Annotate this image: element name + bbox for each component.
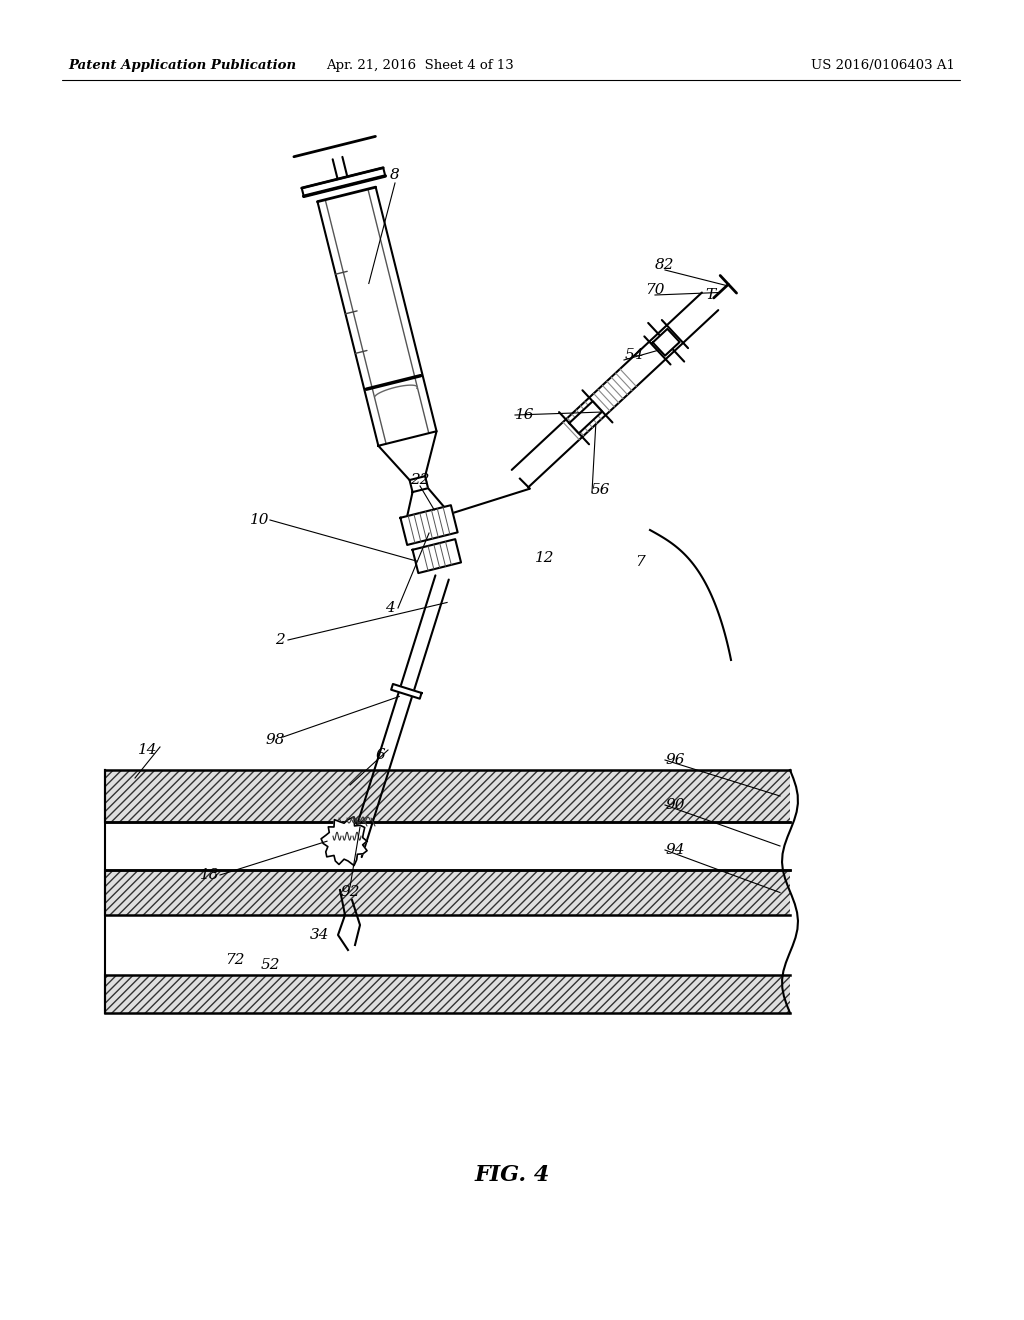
Text: 70: 70 [645,282,665,297]
Text: FIG. 4: FIG. 4 [474,1164,550,1185]
Polygon shape [569,401,602,433]
Polygon shape [391,684,422,698]
Polygon shape [406,488,449,523]
Text: 4: 4 [385,601,395,615]
Text: Apr. 21, 2016  Sheet 4 of 13: Apr. 21, 2016 Sheet 4 of 13 [326,59,514,73]
Text: 10: 10 [250,513,269,527]
Text: 34: 34 [310,928,330,942]
Polygon shape [400,506,458,545]
Text: 22: 22 [411,473,430,487]
Bar [105,870,790,915]
Text: 72: 72 [225,953,245,968]
Text: 92: 92 [340,884,359,899]
Text: 82: 82 [655,257,675,272]
Text: 98: 98 [265,733,285,747]
Text: Patent Application Publication: Patent Application Publication [68,59,296,73]
Bar [105,770,790,822]
Text: 12: 12 [536,550,555,565]
Text: 6: 6 [375,748,385,762]
Text: 18: 18 [201,869,220,882]
Text: 52: 52 [260,958,280,972]
Text: 94: 94 [666,843,685,857]
Text: 16: 16 [515,408,535,422]
Text: 14: 14 [138,743,158,756]
Polygon shape [378,432,436,480]
Text: 7: 7 [635,554,645,569]
Polygon shape [105,822,790,870]
Text: US 2016/0106403 A1: US 2016/0106403 A1 [811,59,955,73]
Text: T: T [705,288,715,302]
Text: 90: 90 [666,799,685,812]
Text: 2: 2 [275,634,285,647]
Text: 96: 96 [666,752,685,767]
Text: 8: 8 [390,168,400,182]
Text: 54: 54 [625,348,644,362]
Polygon shape [302,168,385,197]
Polygon shape [413,539,461,573]
Text: 56: 56 [590,483,609,498]
Polygon shape [322,817,367,866]
Bar [105,975,790,1012]
Polygon shape [652,329,680,355]
